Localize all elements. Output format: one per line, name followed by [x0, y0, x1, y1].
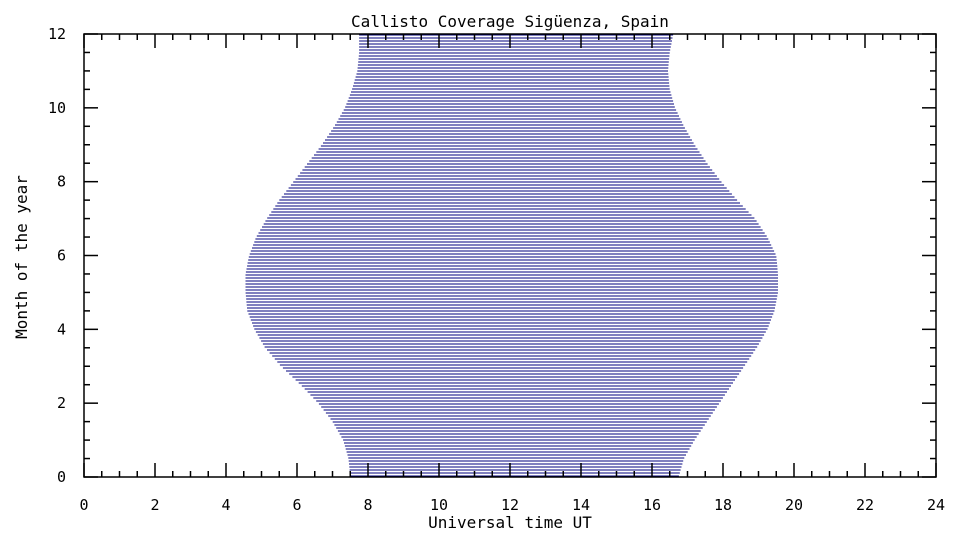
y-tick-label: 0 [57, 468, 66, 486]
x-tick-label: 2 [150, 496, 159, 514]
x-tick-label: 10 [430, 496, 448, 514]
chart-title: Callisto Coverage Sigüenza, Spain [351, 12, 669, 31]
plot-frame [83, 33, 937, 478]
x-axis-title: Universal time UT [428, 513, 592, 532]
x-tick-label: 12 [501, 496, 519, 514]
y-tick-label: 6 [57, 247, 66, 265]
x-tick-label: 18 [714, 496, 732, 514]
y-tick-label: 4 [57, 320, 66, 338]
x-tick-label: 24 [927, 496, 945, 514]
x-tick-label: 0 [79, 496, 88, 514]
y-tick-label: 12 [48, 25, 66, 43]
y-tick-label: 2 [57, 394, 66, 412]
x-tick-label: 4 [221, 496, 230, 514]
x-tick-label: 16 [643, 496, 661, 514]
coverage-area [245, 34, 778, 477]
x-tick-label: 8 [363, 496, 372, 514]
x-tick-label: 6 [292, 496, 301, 514]
y-tick-label: 10 [48, 99, 66, 117]
x-tick-label: 22 [856, 496, 874, 514]
x-tick-label: 14 [572, 496, 590, 514]
x-tick-label: 20 [785, 496, 803, 514]
y-axis-title: Month of the year [12, 175, 31, 339]
y-tick-label: 8 [57, 173, 66, 191]
